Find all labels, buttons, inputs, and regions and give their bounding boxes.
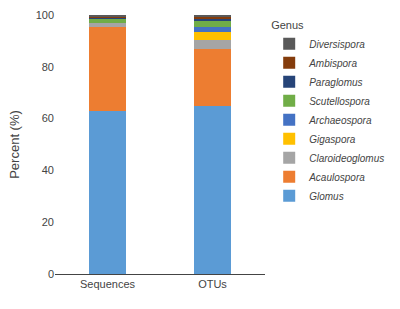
- svg-text:Sequences: Sequences: [80, 278, 136, 290]
- svg-text:60: 60: [42, 112, 54, 124]
- svg-text:Genus: Genus: [271, 19, 304, 31]
- svg-text:Archaeospora: Archaeospora: [308, 115, 372, 126]
- svg-text:80: 80: [42, 61, 54, 73]
- svg-text:100: 100: [36, 9, 54, 21]
- svg-text:Percent (%): Percent (%): [7, 110, 22, 179]
- svg-text:20: 20: [42, 216, 54, 228]
- svg-text:Claroideoglomus: Claroideoglomus: [309, 153, 384, 164]
- svg-text:Scutellospora: Scutellospora: [309, 96, 370, 107]
- svg-text:Ambispora: Ambispora: [308, 58, 357, 69]
- svg-text:Paraglomus: Paraglomus: [309, 77, 362, 88]
- svg-text:Gigaspora: Gigaspora: [309, 134, 356, 145]
- svg-text:0: 0: [48, 268, 54, 280]
- svg-text:OTUs: OTUs: [198, 278, 227, 290]
- svg-text:Glomus: Glomus: [309, 191, 343, 202]
- svg-text:Acaulospora: Acaulospora: [308, 172, 365, 183]
- svg-text:Diversispora: Diversispora: [309, 39, 365, 50]
- svg-text:40: 40: [42, 164, 54, 176]
